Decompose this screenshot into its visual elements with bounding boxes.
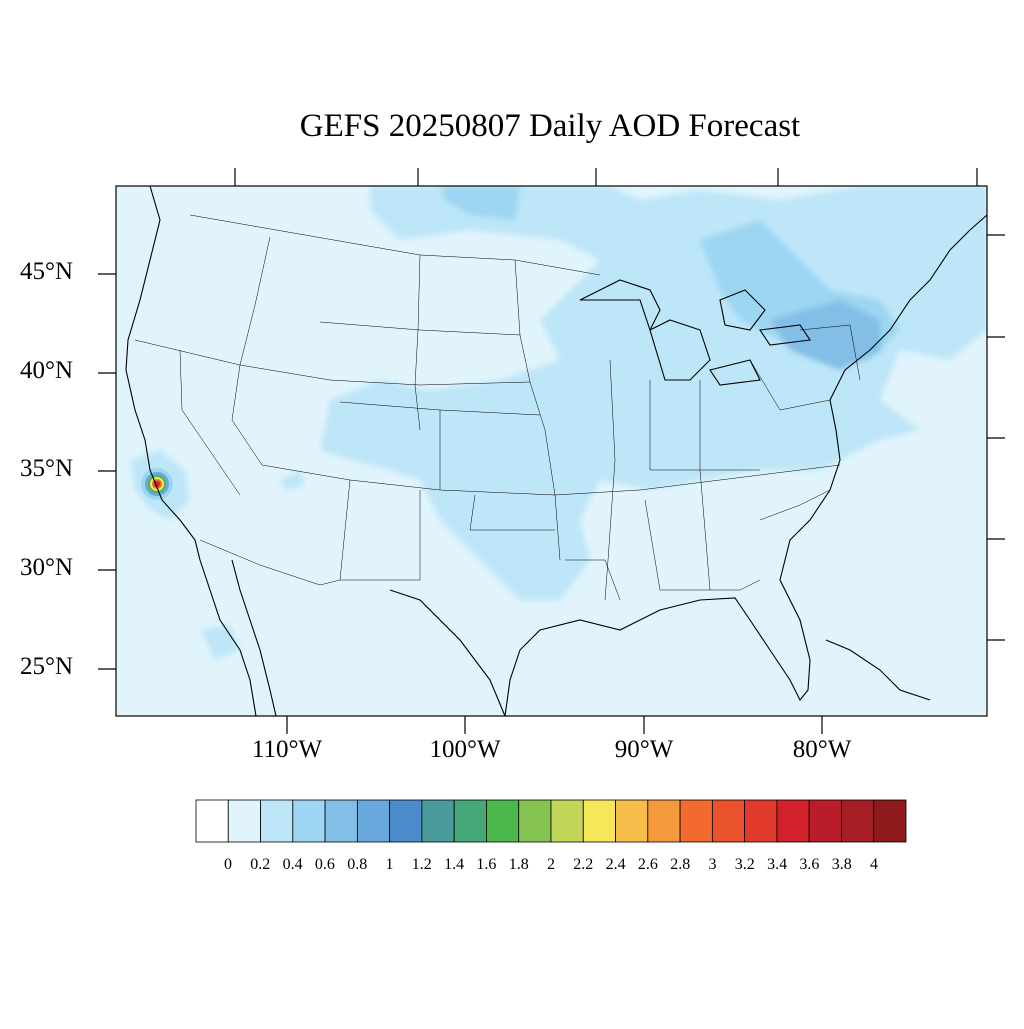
colorbar-swatch xyxy=(550,799,584,843)
colorbar-swatch xyxy=(421,799,455,843)
colorbar-swatch xyxy=(582,799,616,843)
colorbar xyxy=(195,799,907,843)
colorbar-label: 0.6 xyxy=(314,856,335,873)
map-title: GEFS 20250807 Daily AOD Forecast xyxy=(299,108,801,144)
colorbar-swatch xyxy=(324,799,358,843)
colorbar-label: 2.4 xyxy=(605,856,626,873)
colorbar-swatch xyxy=(195,799,229,843)
lon-label: 80°W xyxy=(792,736,852,763)
colorbar-swatch xyxy=(292,799,326,843)
colorbar-swatch xyxy=(486,799,520,843)
colorbar-label: 0 xyxy=(224,856,232,873)
colorbar-label: 1.2 xyxy=(411,856,432,873)
colorbar-swatch xyxy=(744,799,778,843)
colorbar-label: 3.8 xyxy=(831,856,852,873)
colorbar-label: 4 xyxy=(870,856,878,873)
state-borders xyxy=(134,214,861,601)
colorbar-swatch xyxy=(873,799,907,843)
lat-label: 45°N xyxy=(20,258,74,285)
colorbar-label: 3.4 xyxy=(767,856,788,873)
axis-ticks xyxy=(98,168,1005,734)
lat-label: 25°N xyxy=(20,653,74,680)
lat-label: 30°N xyxy=(20,554,74,581)
lon-label: 90°W xyxy=(614,736,674,763)
colorbar-swatch xyxy=(776,799,810,843)
lat-label: 40°N xyxy=(20,357,74,384)
lat-label: 35°N xyxy=(20,455,74,482)
lon-label: 110°W xyxy=(251,736,323,763)
colorbar-swatch xyxy=(453,799,487,843)
map-frame xyxy=(115,185,988,717)
colorbar-label: 0.8 xyxy=(347,856,368,873)
colorbar-swatch xyxy=(679,799,713,843)
colorbar-swatch xyxy=(647,799,681,843)
colorbar-swatch xyxy=(518,799,552,843)
colorbar-label: 1.6 xyxy=(476,856,497,873)
colorbar-swatch xyxy=(356,799,391,843)
colorbar-label: 3.2 xyxy=(734,856,755,873)
colorbar-label: 1 xyxy=(385,856,394,873)
colorbar-swatch xyxy=(808,799,842,843)
colorbar-label: 1.8 xyxy=(508,856,529,873)
colorbar-label: 2 xyxy=(547,856,555,873)
colorbar-label: 2.8 xyxy=(670,856,691,873)
colorbar-label: 1.4 xyxy=(444,856,465,873)
colorbar-swatch xyxy=(260,799,294,843)
colorbar-label: 2.6 xyxy=(637,856,658,873)
colorbar-label: 0.4 xyxy=(282,856,303,873)
hotspot xyxy=(141,468,173,500)
colorbar-swatch xyxy=(841,799,875,843)
colorbar-swatch xyxy=(615,799,649,843)
lon-label: 100°W xyxy=(429,736,501,763)
colorbar-label: 3 xyxy=(708,856,717,873)
colorbar-label: 2.2 xyxy=(573,856,594,873)
colorbar-swatch xyxy=(389,799,423,843)
colorbar-swatch xyxy=(227,799,261,843)
coastline xyxy=(125,186,987,716)
colorbar-label: 3.6 xyxy=(799,856,820,873)
colorbar-label: 0.2 xyxy=(250,856,271,873)
colorbar-swatch xyxy=(711,799,746,843)
